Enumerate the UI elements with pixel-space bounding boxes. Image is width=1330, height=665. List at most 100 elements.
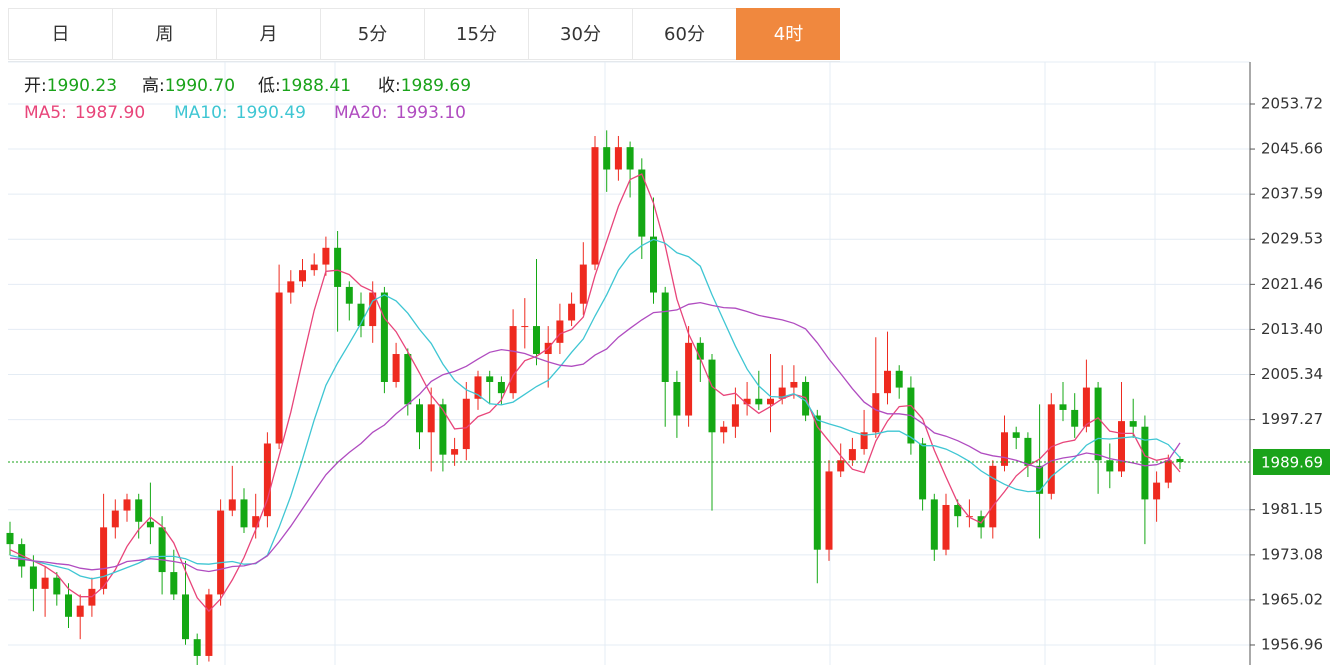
ma-name: MA10: [174,103,228,123]
ohlc-item: 开:1990.23 [24,76,117,96]
candle-body [439,404,447,455]
ohlc-name: 开: [24,76,47,96]
period-tab[interactable]: 60分 [632,8,736,60]
candle-body [1036,465,1044,494]
candle-body [1001,432,1008,466]
candle-body [252,516,260,528]
candle-body [1106,460,1114,472]
ohlc-item: 收:1989.69 [378,76,471,96]
candle-body [240,499,248,528]
candle-body [521,326,529,328]
candle-body [568,303,576,321]
period-tab[interactable]: 30分 [528,8,632,60]
candle-body [310,264,318,271]
candle-body [193,639,201,656]
candle-body [416,404,423,433]
candle-body [287,281,295,293]
candle-body [146,521,154,528]
ma-line [9,238,1181,580]
period-tab[interactable]: 5分 [320,8,424,60]
candle-body [1071,409,1079,427]
candle-body [263,443,271,517]
candle-body [123,499,131,511]
candle-body [345,286,353,304]
candle-body [638,169,646,237]
candle-body [720,426,728,433]
period-tab[interactable]: 15分 [424,8,528,60]
candle-body [614,147,622,170]
ohlc-name: 收: [378,76,401,96]
candle-body [1024,437,1032,466]
candle-body [111,510,119,528]
ma-line [9,173,1181,613]
candle-body [1094,387,1102,461]
period-tabs: 日周月 5分 15分 30分 60分 4时 [8,8,840,62]
candle-body [1129,421,1137,427]
period-tab[interactable]: 周 [112,8,216,60]
candle-body [790,381,798,388]
candle-body [837,460,845,472]
candle-body [895,370,903,388]
candle-body [919,443,927,500]
current-price-label: 1989.69 [1261,453,1323,471]
candle-body [170,572,178,595]
candle-body [755,398,763,405]
candle-body [1118,421,1125,472]
ma-value: 1990.49 [236,103,306,123]
candle-body [404,354,412,405]
candle-body [41,577,49,589]
candle-body [322,247,330,265]
candle-body [509,326,517,394]
ohlc-item: 高:1990.70 [142,76,235,96]
candle-body [380,292,388,382]
candle-body [813,415,821,550]
candle-body [76,605,84,617]
candle-body [977,516,985,528]
candle-body [650,236,657,293]
candle-body [661,292,669,382]
ohlc-name: 高: [142,76,165,96]
candle-body [673,381,681,416]
candle-body [626,147,634,170]
ohlc-value: 1990.70 [165,76,235,96]
ma-legend: MA5: 1987.90 [24,103,145,123]
candle-body [182,594,189,640]
period-tab[interactable]: 4时 [736,8,840,60]
ohlc-value: 1990.23 [47,76,117,96]
y-tick-label: 2005.34 [1261,365,1323,383]
candle-body [1176,458,1184,462]
candle-body [767,398,774,405]
candle-body [158,527,166,573]
candle-body [930,499,938,550]
ma-name: MA5: [24,103,67,123]
candle-body [357,303,365,327]
candle-body [591,147,599,265]
y-tick-label: 1965.02 [1261,590,1323,608]
y-tick-label: 1973.08 [1261,545,1323,563]
candle-body [135,499,143,522]
ma-legend: MA20: 1993.10 [334,103,466,123]
ohlc-name: 低: [258,76,281,96]
period-tab[interactable]: 日 [8,8,112,60]
candle-body [696,342,704,360]
candle-body [685,342,693,416]
candle-body [217,510,225,595]
candle-body [884,370,891,394]
y-tick-label: 2053.72 [1261,94,1323,112]
candle-body [860,432,868,450]
candle-body [1082,387,1090,427]
y-tick-label: 1956.96 [1261,635,1323,653]
candle-body [872,393,880,433]
y-tick-label: 1981.15 [1261,500,1323,518]
candle-body [451,449,459,455]
candle-body [228,499,236,511]
ma-line [9,301,1181,573]
candle-body [299,270,306,282]
candle-body [579,264,587,304]
candle-body [6,532,14,545]
candle-body [848,449,856,461]
period-tab[interactable]: 月 [216,8,320,60]
candle-body [1153,482,1161,500]
